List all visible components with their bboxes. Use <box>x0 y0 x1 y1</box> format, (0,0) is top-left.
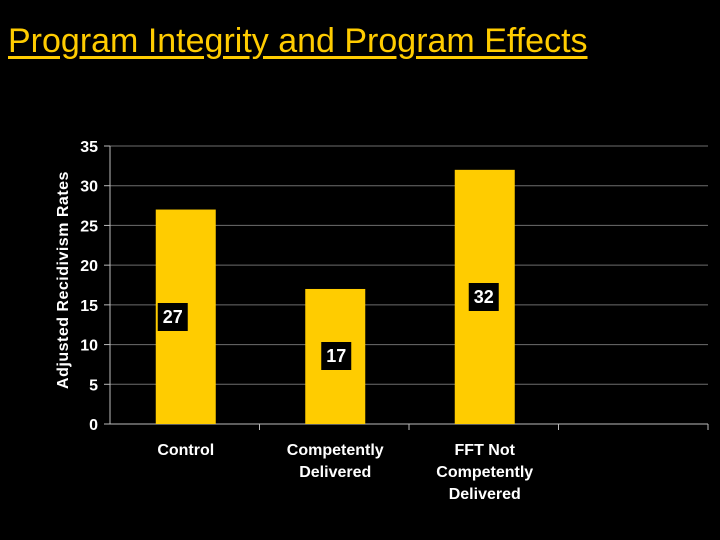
data-labels: 27 17 32 <box>157 283 499 370</box>
category-label-2-line-2: Delivered <box>299 464 371 481</box>
bars <box>155 169 515 424</box>
data-label-3: 32 <box>474 287 494 307</box>
category-labels: Control Competently Delivered FFT Not Compet… <box>157 442 533 503</box>
data-label-box-3 <box>468 283 499 311</box>
category-label-3-line-3: Delivered <box>449 486 521 503</box>
category-label-1-line-1: Control <box>157 442 214 459</box>
category-label-2-line-1: Competently <box>287 442 384 459</box>
y-tick-label-30: 30 <box>80 179 98 196</box>
data-label-2: 17 <box>326 346 346 366</box>
data-label-box-2 <box>321 342 352 370</box>
category-label-3-line-1: FFT Not <box>455 442 516 459</box>
y-tick-label-10: 10 <box>80 338 98 355</box>
y-tick-label-5: 5 <box>89 377 98 394</box>
y-tick-labels: 0 5 10 15 20 25 30 35 <box>80 139 98 434</box>
data-label-box-1 <box>157 303 188 331</box>
y-axis-label: Adjusted Recidivism Rates <box>55 171 72 389</box>
data-label-1: 27 <box>163 307 183 327</box>
category-label-3-line-2: Competently <box>436 464 533 481</box>
y-tick-label-35: 35 <box>80 139 98 156</box>
y-tick-label-25: 25 <box>80 218 98 235</box>
y-tick-label-15: 15 <box>80 298 98 315</box>
y-tick-label-20: 20 <box>80 258 98 275</box>
y-tick-label-0: 0 <box>89 417 98 434</box>
page-title: Program Integrity and Program Effects <box>8 22 588 60</box>
